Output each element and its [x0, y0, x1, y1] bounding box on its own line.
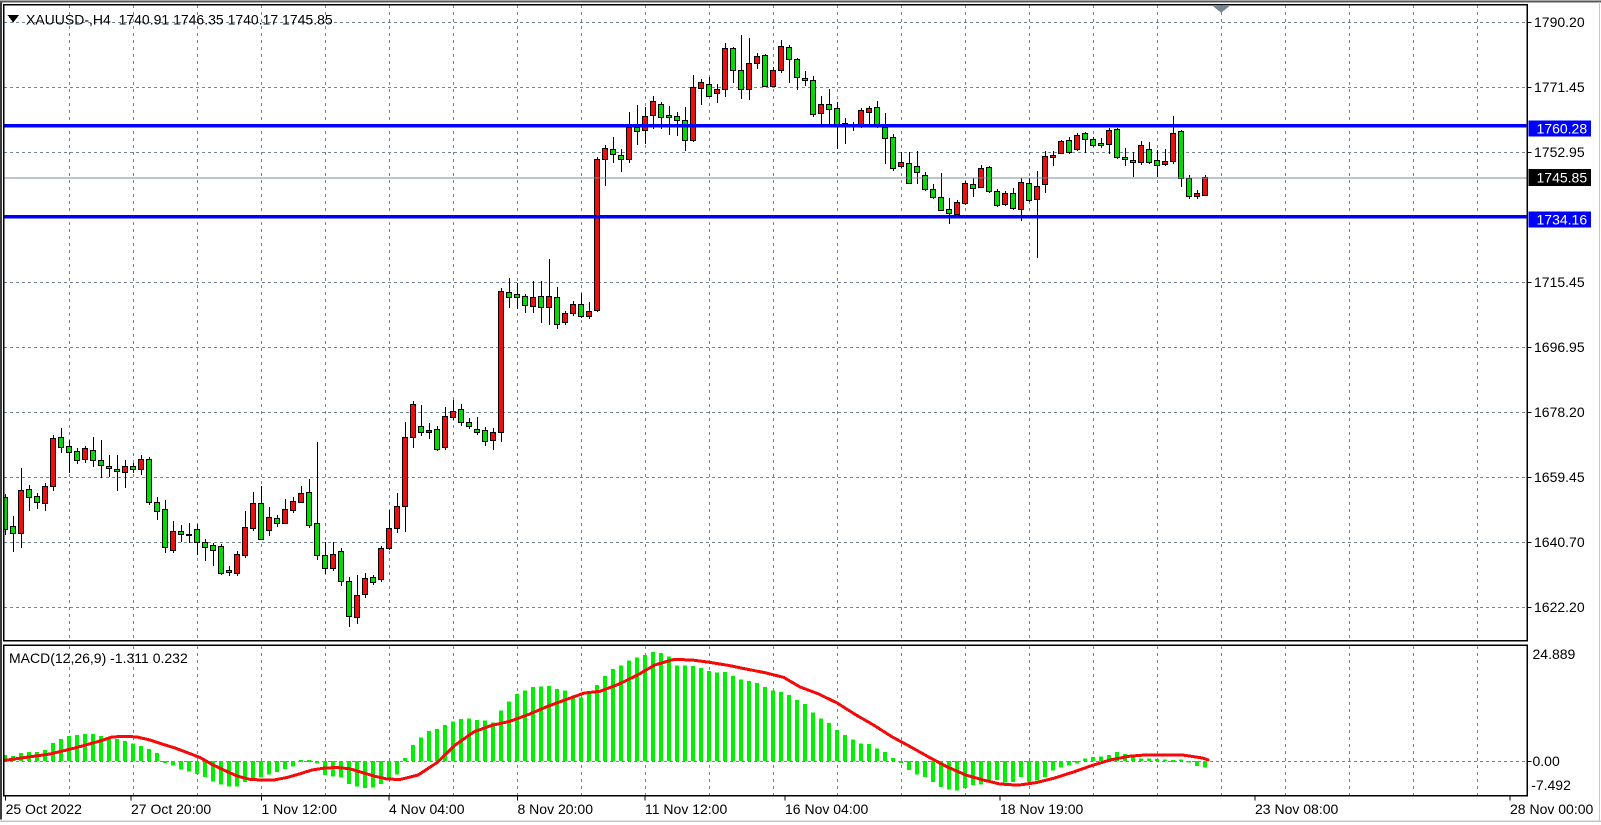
svg-text:1696.95: 1696.95 — [1534, 339, 1585, 355]
svg-text:8 Nov 20:00: 8 Nov 20:00 — [518, 801, 594, 817]
svg-text:1622.20: 1622.20 — [1534, 599, 1585, 615]
svg-text:1640.70: 1640.70 — [1534, 534, 1585, 550]
svg-text:25 Oct 2022: 25 Oct 2022 — [6, 801, 82, 817]
svg-text:1 Nov 12:00: 1 Nov 12:00 — [262, 801, 338, 817]
svg-text:28 Nov 00:00: 28 Nov 00:00 — [1510, 801, 1593, 817]
svg-text:XAUUSD-,H4 1740.91 1746.35 17: XAUUSD-,H4 1740.91 1746.35 1740.17 1745.… — [26, 12, 333, 28]
svg-text:11 Nov 12:00: 11 Nov 12:00 — [645, 801, 727, 817]
svg-text:0.00: 0.00 — [1533, 753, 1560, 769]
svg-text:-7.492: -7.492 — [1531, 777, 1571, 793]
svg-text:27 Oct 20:00: 27 Oct 20:00 — [131, 801, 211, 817]
svg-text:MACD(12,26,9) -1.311 0.232: MACD(12,26,9) -1.311 0.232 — [9, 650, 188, 666]
svg-text:1760.28: 1760.28 — [1537, 121, 1588, 137]
svg-text:1752.95: 1752.95 — [1534, 144, 1585, 160]
svg-text:1771.45: 1771.45 — [1534, 79, 1585, 95]
svg-text:18 Nov 19:00: 18 Nov 19:00 — [1000, 801, 1083, 817]
svg-text:16 Nov 04:00: 16 Nov 04:00 — [785, 801, 868, 817]
svg-text:1678.20: 1678.20 — [1534, 404, 1585, 420]
svg-text:1790.20: 1790.20 — [1534, 14, 1585, 30]
svg-text:1715.45: 1715.45 — [1534, 274, 1585, 290]
svg-text:24.889: 24.889 — [1533, 646, 1576, 662]
svg-text:23 Nov 08:00: 23 Nov 08:00 — [1255, 801, 1338, 817]
svg-text:1659.45: 1659.45 — [1534, 469, 1585, 485]
svg-text:1734.16: 1734.16 — [1537, 212, 1588, 228]
svg-text:1745.85: 1745.85 — [1537, 169, 1588, 185]
svg-text:4 Nov 04:00: 4 Nov 04:00 — [389, 801, 465, 817]
